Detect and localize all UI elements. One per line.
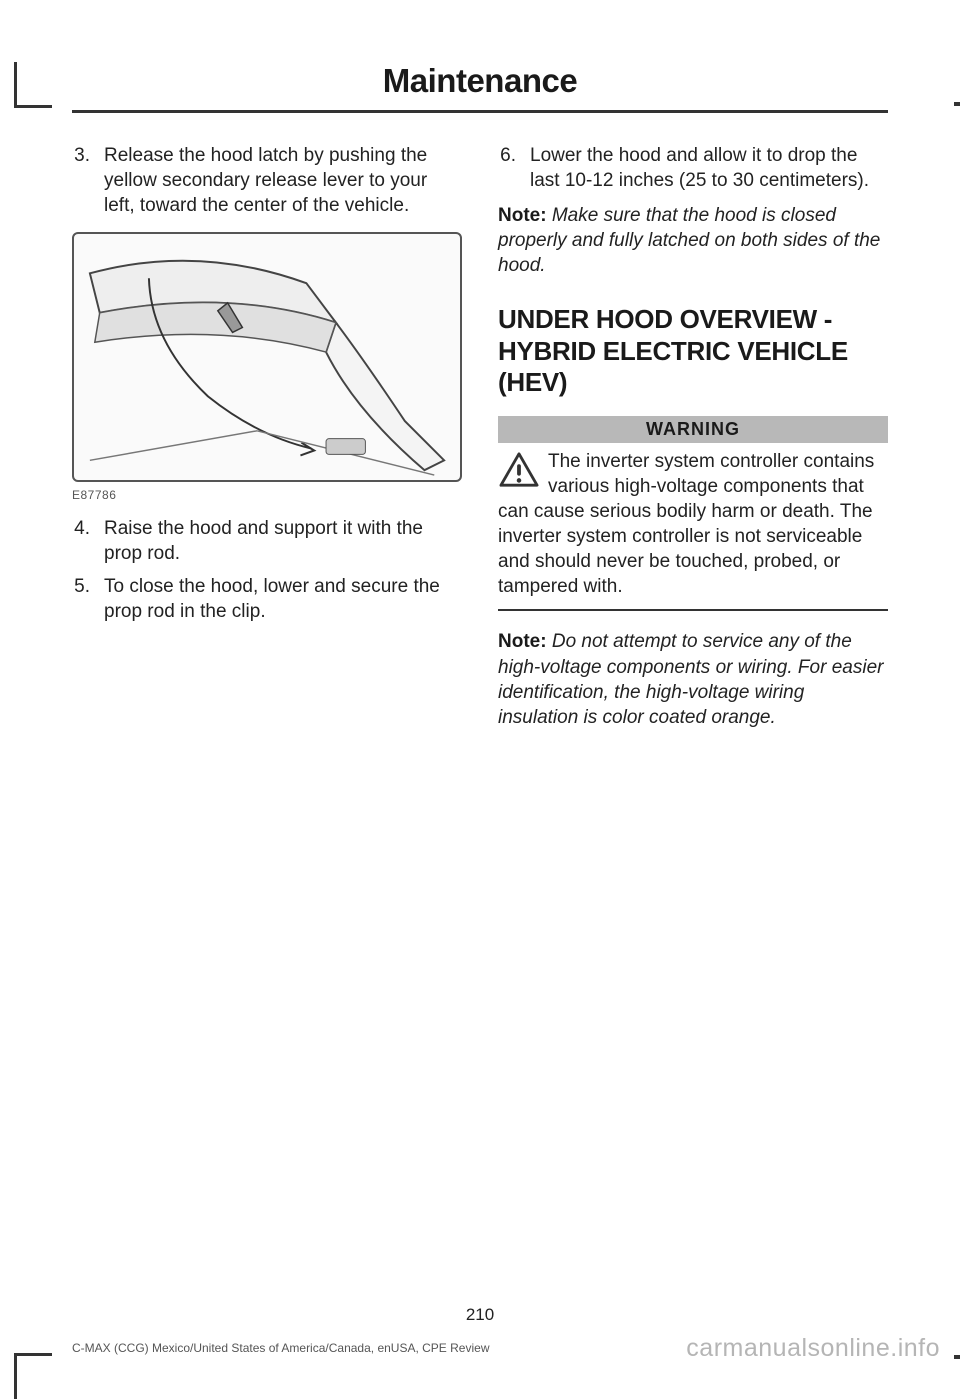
list-number: 5. [72, 574, 90, 624]
list-number: 4. [72, 516, 90, 566]
list-number: 6. [498, 143, 516, 193]
list-item: 5. To close the hood, lower and secure t… [72, 574, 462, 624]
crop-mark-tl [14, 62, 52, 108]
page-number: 210 [0, 1305, 960, 1325]
warning-bar: WARNING [498, 416, 888, 443]
watermark: carmanualsonline.info [686, 1334, 940, 1363]
warning-icon [498, 451, 540, 489]
crop-mark-tr [954, 102, 960, 106]
left-column: 3. Release the hood latch by pushing the… [72, 143, 462, 730]
hood-latch-figure [72, 232, 462, 482]
warning-text: The inverter system controller contains … [498, 451, 874, 597]
hood-latch-illustration [74, 234, 460, 480]
list-item: 4. Raise the hood and support it with th… [72, 516, 462, 566]
list-text: Lower the hood and allow it to drop the … [530, 143, 888, 193]
note-text: Do not attempt to service any of the hig… [498, 631, 883, 727]
section-heading: UNDER HOOD OVERVIEW - HYBRID ELECTRIC VE… [498, 304, 888, 398]
list-number: 3. [72, 143, 90, 218]
right-column: 6. Lower the hood and allow it to drop t… [498, 143, 888, 730]
note-2: Note: Do not attempt to service any of t… [498, 629, 888, 729]
note-1: Note: Make sure that the hood is closed … [498, 203, 888, 278]
list-text: Release the hood latch by pushing the ye… [104, 143, 462, 218]
warning-body: The inverter system controller contains … [498, 449, 888, 599]
list-text: To close the hood, lower and secure the … [104, 574, 462, 624]
note-label: Note: [498, 205, 547, 226]
list-text: Raise the hood and support it with the p… [104, 516, 462, 566]
note-text: Make sure that the hood is closed proper… [498, 205, 880, 276]
note-label: Note: [498, 631, 547, 652]
page-title: Maintenance [0, 62, 960, 100]
list-item: 6. Lower the hood and allow it to drop t… [498, 143, 888, 193]
crop-mark-br [954, 1355, 960, 1359]
content-columns: 3. Release the hood latch by pushing the… [72, 143, 888, 730]
list-item: 3. Release the hood latch by pushing the… [72, 143, 462, 218]
footer-left-text: C-MAX (CCG) Mexico/United States of Amer… [72, 1341, 489, 1355]
warning-rule [498, 609, 888, 611]
title-rule [72, 110, 888, 113]
figure-caption: E87786 [72, 488, 462, 502]
crop-mark-bl [14, 1353, 52, 1399]
